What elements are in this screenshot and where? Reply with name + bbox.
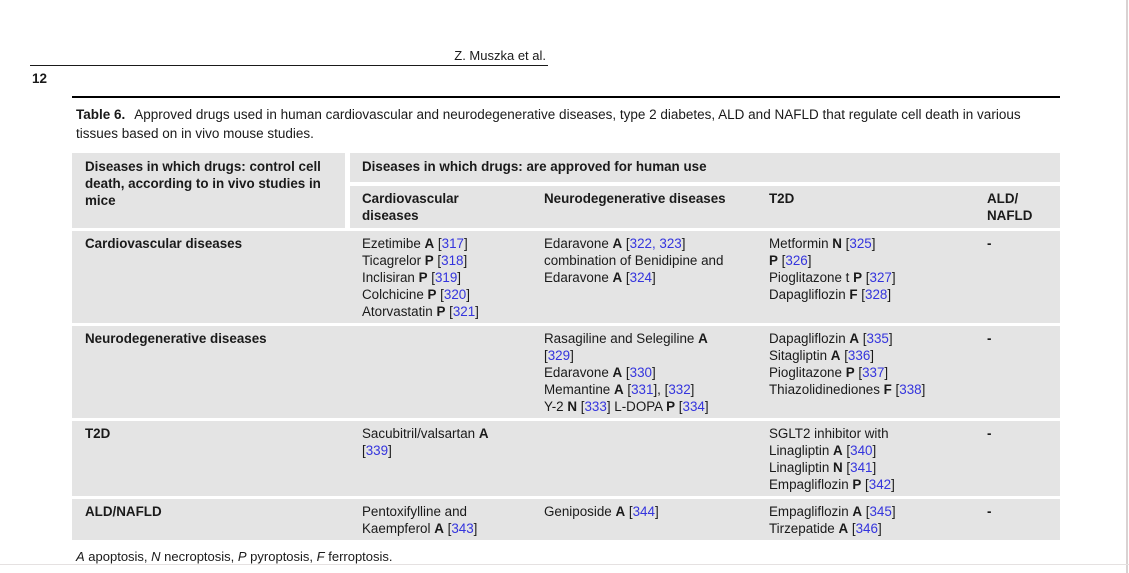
row-header-disease: ALD/NAFLD	[85, 504, 162, 519]
reference-link[interactable]: 341	[850, 460, 873, 475]
running-head-text: Z. Muszka et al.	[454, 48, 546, 63]
cell-cardiovascular: Ezetimibe A [317] Ticagrelor P [318] Incli…	[362, 236, 479, 319]
reference-link[interactable]: 330	[629, 365, 652, 380]
reference-link[interactable]: 337	[862, 365, 885, 380]
reference-link[interactable]: 333	[584, 399, 607, 414]
column-header-mice-studies: Diseases in which drugs: control cell de…	[72, 153, 345, 228]
reference-link[interactable]: 343	[451, 521, 474, 536]
reference-link[interactable]: 334	[682, 399, 705, 414]
table-block: Table 6. Approved drugs used in human car…	[72, 96, 1060, 564]
reference-link[interactable]: 336	[847, 348, 871, 363]
reference-link[interactable]: 329	[547, 348, 571, 363]
cell-neurodegenerative: Geniposide A [344]	[544, 504, 659, 519]
table-caption-text: Approved drugs used in human cardiovascu…	[76, 107, 1021, 141]
cell-cardiovascular: Pentoxifylline and Kaempferol A [343]	[362, 504, 478, 536]
reference-link[interactable]: 319	[434, 270, 458, 285]
table-top-rule	[72, 96, 1060, 98]
table-header: Diseases in which drugs: control cell de…	[72, 153, 1060, 228]
row-header-disease: Cardiovascular diseases	[85, 236, 243, 251]
page-right-border	[1126, 0, 1128, 573]
reference-link[interactable]: 342	[868, 477, 892, 492]
reference-link[interactable]: 322, 323	[629, 236, 682, 251]
cell-ald-nafld: -	[987, 504, 992, 519]
table-row: Neurodegenerative diseases Rasagiline and…	[72, 326, 1060, 418]
table-header-right: Diseases in which drugs: are approved fo…	[350, 153, 1060, 228]
reference-link[interactable]: 325	[849, 236, 872, 251]
cell-ald-nafld: -	[987, 236, 992, 251]
table-row: T2D Sacubitril/valsartan A [339] SGLT2 inhi…	[72, 421, 1060, 496]
table-caption-label: Table 6.	[76, 107, 126, 122]
page-bottom-border	[0, 564, 1129, 565]
cell-neurodegenerative: Rasagiline and Selegiline A [329] Edaravon…	[544, 331, 709, 414]
reference-link[interactable]: 321	[452, 304, 476, 319]
cell-neurodegenerative: Edaravone A [322, 323] combination of Ben…	[544, 236, 724, 285]
row-header-disease: Neurodegenerative diseases	[85, 331, 267, 346]
reference-link[interactable]: 328	[865, 287, 888, 302]
reference-link[interactable]: 338	[899, 382, 922, 397]
table-subheader-row: Cardiovascular diseases Neurodegenerative …	[350, 186, 1060, 228]
reference-link[interactable]: 344	[632, 504, 655, 519]
reference-link[interactable]: 320	[443, 287, 467, 302]
cell-t2d: Metformin N [325] P [326] Pioglitazone t P…	[769, 236, 896, 302]
running-head: Z. Muszka et al.	[30, 48, 548, 66]
column-header-t2d: T2D	[769, 191, 795, 206]
table-row: Cardiovascular diseases Ezetimibe A [317]…	[72, 231, 1060, 323]
cell-t2d: SGLT2 inhibitor with Linagliptin A [340] L…	[769, 426, 895, 492]
column-header-neurodegenerative: Neurodegenerative diseases	[544, 191, 726, 206]
reference-link[interactable]: 327	[869, 270, 892, 285]
reference-link[interactable]: 346	[855, 521, 878, 536]
drugs-table: Diseases in which drugs: control cell de…	[72, 153, 1060, 540]
reference-link[interactable]: 331	[631, 382, 654, 397]
reference-link[interactable]: 317	[441, 236, 464, 251]
column-header-human-use: Diseases in which drugs: are approved fo…	[350, 153, 1060, 182]
row-header-disease: T2D	[85, 426, 111, 441]
cell-t2d: Empagliflozin A [345] Tirzepatide A [346]	[769, 504, 896, 536]
reference-link[interactable]: 340	[850, 443, 873, 458]
cell-cardiovascular	[350, 326, 532, 418]
cell-neurodegenerative	[532, 421, 757, 496]
column-header-ald-nafld: ALD/NAFLD	[987, 191, 1033, 223]
reference-link[interactable]: 332	[668, 382, 691, 397]
column-header-cardiovascular: Cardiovascular diseases	[362, 191, 459, 223]
reference-link[interactable]: 345	[869, 504, 892, 519]
reference-link[interactable]: 318	[441, 253, 464, 268]
cell-ald-nafld: -	[987, 426, 992, 441]
cell-cardiovascular: Sacubitril/valsartan A [339]	[362, 426, 489, 458]
cell-t2d: Dapagliflozin A [335] Sitagliptin A [336]…	[769, 331, 926, 397]
reference-link[interactable]: 335	[866, 331, 889, 346]
table-row: ALD/NAFLD Pentoxifylline and Kaempferol A …	[72, 499, 1060, 540]
reference-link[interactable]: 339	[365, 443, 389, 458]
table-caption: Table 6. Approved drugs used in human car…	[76, 105, 1057, 143]
cell-ald-nafld: -	[987, 331, 992, 346]
reference-link[interactable]: 324	[629, 270, 652, 285]
reference-link[interactable]: 326	[785, 253, 808, 268]
table-body: Cardiovascular diseases Ezetimibe A [317]…	[72, 231, 1060, 540]
table-footnote: A apoptosis, N necroptosis, P pyroptosis…	[76, 549, 393, 564]
page-number: 12	[32, 71, 48, 86]
